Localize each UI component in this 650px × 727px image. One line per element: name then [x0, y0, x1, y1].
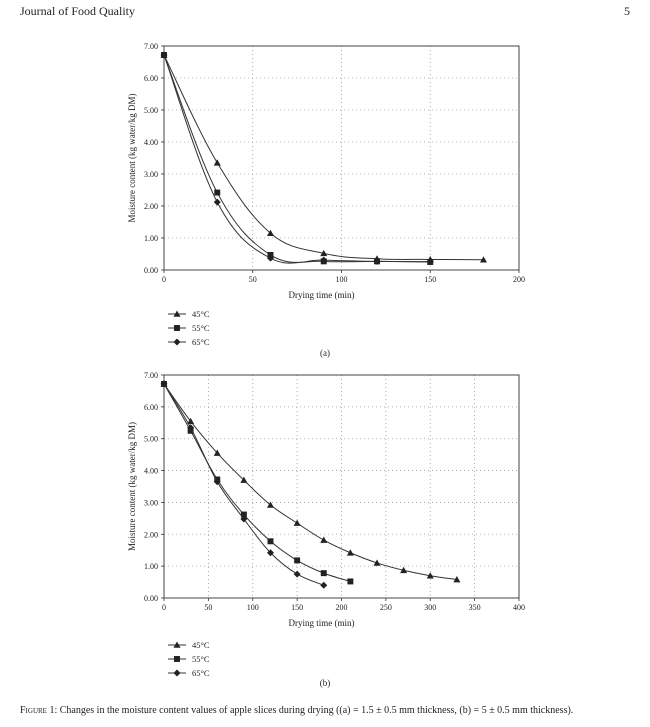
marker-triangle	[267, 229, 274, 236]
marker-triangle	[453, 576, 461, 583]
x-tick-label: 150	[291, 603, 303, 612]
marker-square	[174, 325, 180, 331]
x-tick-label: 150	[424, 275, 436, 284]
page-number: 5	[624, 4, 630, 18]
y-tick-label: 5.00	[144, 106, 158, 115]
legend-label: 45°C	[192, 309, 210, 319]
journal-title: Journal of Food Quality	[20, 4, 135, 18]
marker-square	[347, 578, 354, 585]
x-tick-label: 50	[204, 603, 212, 612]
y-tick-label: 1.00	[144, 234, 158, 243]
x-tick-label: 0	[162, 603, 166, 612]
marker-triangle	[320, 536, 328, 543]
series-line-diamond	[163, 383, 324, 586]
x-tick-label: 400	[513, 603, 525, 612]
x-tick-label: 300	[424, 603, 436, 612]
marker-triangle	[173, 641, 181, 648]
marker-square	[240, 511, 247, 518]
x-axis-label: Drying time (min)	[289, 618, 355, 628]
marker-square	[267, 538, 274, 545]
x-tick-label: 100	[247, 603, 259, 612]
series-line-square	[163, 54, 431, 263]
y-tick-label: 5.00	[144, 435, 158, 444]
legend-label: 55°C	[192, 323, 210, 333]
y-tick-label: 6.00	[144, 74, 158, 83]
x-tick-label: 100	[336, 275, 348, 284]
marker-diamond	[160, 51, 168, 59]
marker-triangle	[187, 417, 195, 424]
y-axis-label: Moisture content (kg water/kg DM)	[127, 422, 137, 551]
marker-diamond	[373, 257, 381, 265]
marker-triangle	[373, 559, 381, 566]
marker-square	[294, 557, 301, 564]
marker-triangle	[426, 572, 434, 579]
marker-diamond	[173, 669, 181, 677]
marker-diamond	[187, 424, 195, 432]
marker-diamond	[213, 198, 221, 206]
y-tick-label: 0.00	[144, 594, 158, 603]
legend-label: 45°C	[192, 640, 210, 650]
y-tick-label: 2.00	[144, 530, 158, 539]
x-tick-label: 200	[513, 275, 525, 284]
marker-triangle	[320, 249, 328, 257]
y-tick-label: 6.00	[144, 403, 158, 412]
marker-square	[320, 570, 327, 577]
x-tick-label: 0	[162, 275, 166, 284]
y-tick-label: 7.00	[144, 371, 158, 380]
y-tick-label: 7.00	[144, 42, 158, 51]
x-tick-label: 250	[380, 603, 392, 612]
series-line-triangle	[163, 383, 457, 581]
marker-triangle	[400, 566, 408, 574]
marker-triangle	[267, 501, 274, 508]
legend-label: 65°C	[192, 337, 210, 347]
chart-b: 0.00 1.00 2.00 3.00 4.00 5.00 6.00 7.00 0 50 100 15…	[127, 371, 525, 688]
marker-diamond	[240, 515, 248, 523]
legend-label: 55°C	[192, 654, 210, 664]
caption-text: Changes in the moisture content values o…	[59, 705, 574, 716]
marker-triangle	[293, 519, 301, 526]
marker-square	[214, 189, 221, 196]
marker-diamond	[320, 581, 328, 589]
y-tick-label: 2.00	[144, 202, 158, 211]
y-tick-label: 0.00	[144, 266, 158, 275]
panel-label: (a)	[320, 348, 330, 358]
y-tick-label: 3.00	[144, 498, 158, 507]
marker-square	[174, 656, 180, 662]
series-line-square	[163, 383, 351, 582]
marker-triangle	[346, 549, 354, 556]
marker-diamond	[293, 570, 301, 578]
marker-diamond	[160, 380, 168, 388]
plot-frame	[163, 374, 520, 599]
marker-triangle	[240, 476, 248, 483]
series-line-diamond	[163, 54, 431, 264]
series-line-triangle	[163, 54, 484, 261]
marker-triangle	[173, 310, 181, 317]
marker-triangle	[213, 159, 221, 166]
caption-lead: Figure 1:	[20, 705, 58, 716]
plot-frame	[163, 45, 520, 271]
y-tick-label: 4.00	[144, 138, 158, 147]
x-tick-label: 200	[336, 603, 348, 612]
marker-diamond	[213, 478, 221, 486]
marker-diamond	[173, 338, 181, 346]
panel-label: (b)	[320, 678, 331, 688]
marker-diamond	[426, 258, 434, 266]
marker-diamond	[267, 254, 274, 262]
marker-triangle	[213, 449, 221, 456]
x-axis-label: Drying time (min)	[289, 290, 355, 300]
x-tick-label: 50	[249, 275, 257, 284]
figure-caption: Figure 1: Changes in the moisture conten…	[20, 705, 573, 716]
legend-label: 65°C	[192, 668, 210, 678]
y-tick-label: 4.00	[144, 467, 158, 476]
marker-triangle	[480, 256, 487, 263]
marker-diamond	[267, 549, 274, 557]
y-axis-label: Moisture content (kg water/kg DM)	[127, 94, 137, 223]
x-tick-label: 350	[469, 603, 481, 612]
y-tick-label: 1.00	[144, 562, 158, 571]
marker-diamond	[320, 256, 328, 264]
y-tick-label: 3.00	[144, 170, 158, 179]
chart-a: 0.00 1.00 2.00 3.00 4.00 5.00 6.00 7.00 0 50 100 15…	[127, 42, 525, 358]
